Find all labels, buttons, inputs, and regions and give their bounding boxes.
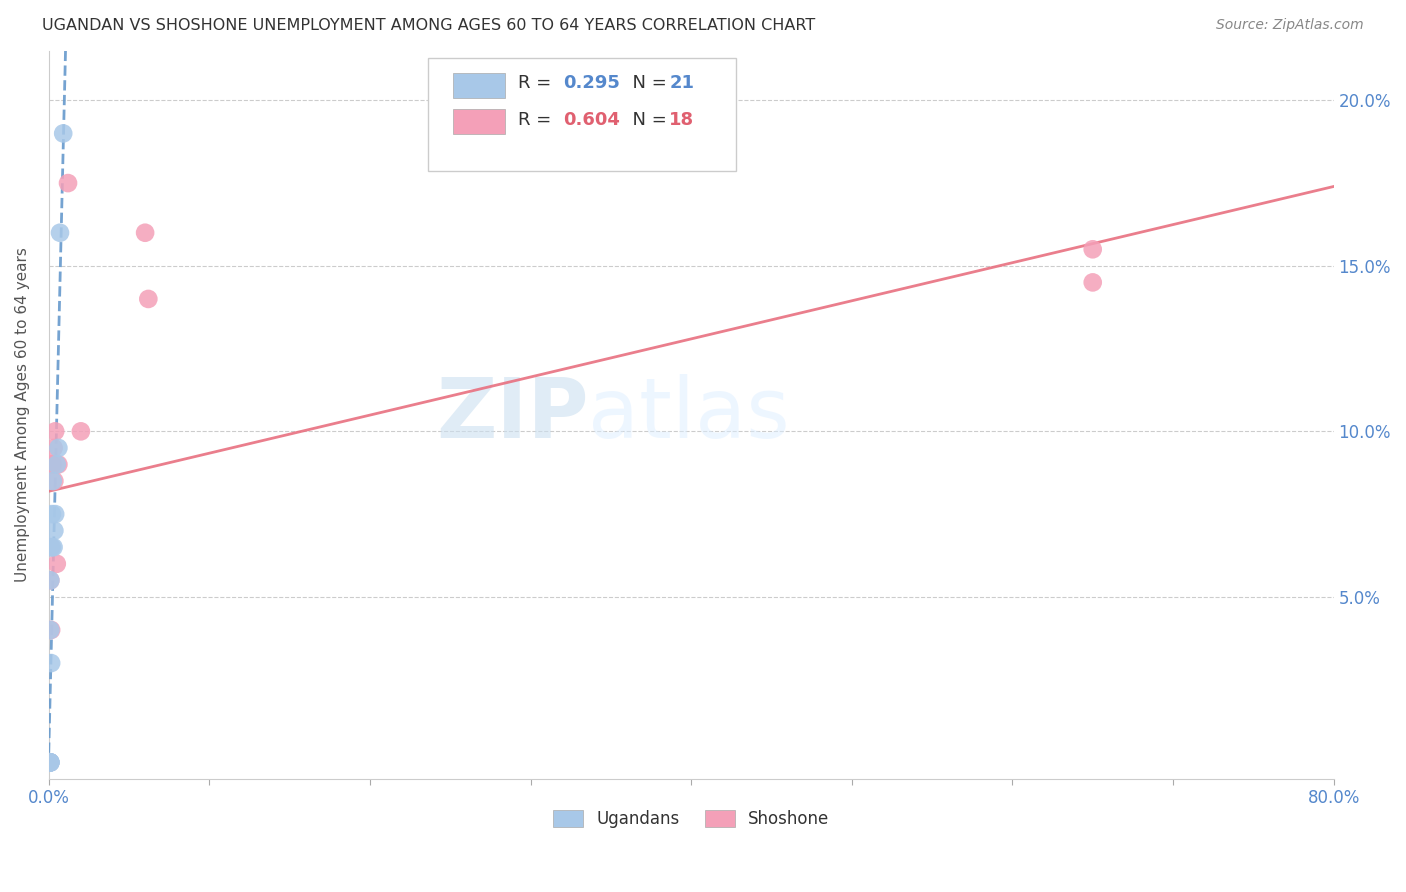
Point [134, 226, 156, 240]
Point [39, 756, 62, 770]
Point [42, 474, 65, 488]
Text: 0.295: 0.295 [562, 74, 620, 93]
Point [39, 656, 62, 670]
Point [44, 507, 66, 521]
Point [41, 540, 63, 554]
Text: ZIP: ZIP [436, 375, 588, 455]
Legend: Ugandans, Shoshone: Ugandans, Shoshone [544, 801, 838, 836]
Point [41, 507, 63, 521]
Point [45, 458, 67, 472]
Point [39, 756, 62, 770]
Text: N =: N = [620, 74, 672, 93]
Point [136, 292, 159, 306]
Point [39, 540, 62, 554]
Point [45, 557, 67, 571]
Point [39, 574, 62, 588]
Point [38, 756, 60, 770]
FancyBboxPatch shape [454, 72, 505, 98]
Point [56, 176, 79, 190]
Point [52, 127, 75, 141]
Point [42, 540, 65, 554]
Point [48, 458, 70, 472]
Text: R =: R = [517, 111, 557, 128]
Point [39, 540, 62, 554]
Point [48, 441, 70, 455]
Point [39, 756, 62, 770]
Point [44, 425, 66, 439]
Point [49, 226, 72, 240]
Point [39, 623, 62, 637]
Point [42, 458, 65, 472]
Y-axis label: Unemployment Among Ages 60 to 64 years: Unemployment Among Ages 60 to 64 years [15, 247, 30, 582]
Text: R =: R = [517, 74, 557, 93]
Point [39, 756, 62, 770]
Point [39, 756, 62, 770]
Point [38, 756, 60, 770]
Text: UGANDAN VS SHOSHONE UNEMPLOYMENT AMONG AGES 60 TO 64 YEARS CORRELATION CHART: UGANDAN VS SHOSHONE UNEMPLOYMENT AMONG A… [42, 18, 815, 33]
Point [39, 574, 62, 588]
Point [42, 441, 65, 455]
Point [44, 474, 66, 488]
Text: 21: 21 [669, 74, 695, 93]
Point [38, 756, 60, 770]
Text: 0.604: 0.604 [562, 111, 620, 128]
Text: atlas: atlas [588, 375, 790, 455]
Point [39, 756, 62, 770]
Point [1081, 276, 1104, 290]
FancyBboxPatch shape [454, 109, 505, 135]
Text: Source: ZipAtlas.com: Source: ZipAtlas.com [1216, 18, 1364, 32]
Text: N =: N = [620, 111, 672, 128]
Point [70, 425, 93, 439]
FancyBboxPatch shape [427, 58, 737, 171]
Point [41, 458, 63, 472]
Point [44, 524, 66, 538]
Point [1081, 242, 1104, 256]
Point [39, 623, 62, 637]
Text: 18: 18 [669, 111, 695, 128]
